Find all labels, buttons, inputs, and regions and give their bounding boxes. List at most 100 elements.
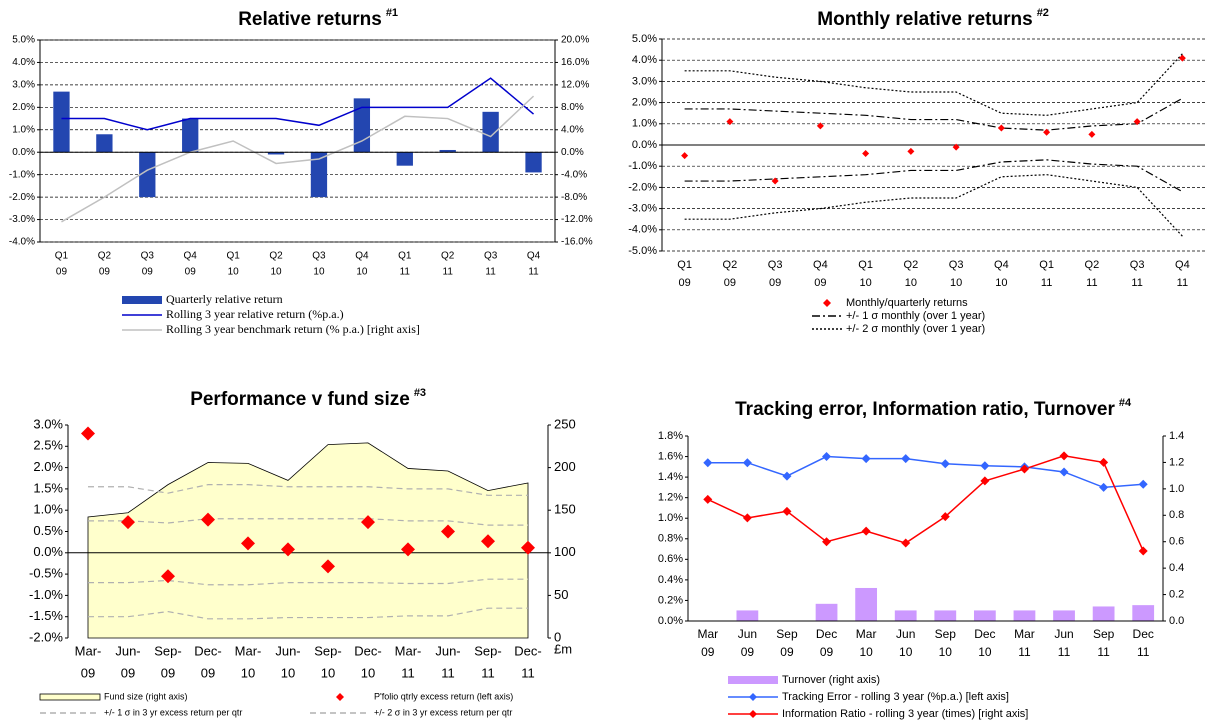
x-tick-label: 09 bbox=[724, 277, 736, 289]
scatter-point bbox=[161, 569, 175, 584]
area bbox=[87, 442, 529, 639]
x-tick-label: Q3 bbox=[949, 259, 964, 271]
x-tick-label: Q2 bbox=[269, 251, 283, 262]
bar bbox=[934, 610, 957, 621]
legend-label: Turnover (right axis) bbox=[782, 674, 880, 686]
x-tick-label: 11 bbox=[521, 665, 535, 680]
legend-label: +/- 2 σ monthly (over 1 year) bbox=[846, 323, 985, 335]
scatter-point bbox=[681, 152, 689, 160]
scatter-point bbox=[1178, 54, 1186, 62]
y-tick-label: 1.0% bbox=[632, 118, 657, 130]
scatter-point bbox=[771, 177, 779, 185]
point-marker bbox=[940, 512, 950, 522]
y-tick-label: 0.0% bbox=[632, 139, 657, 151]
x-tick-label: 10 bbox=[859, 645, 873, 659]
x-tick-label: Q4 bbox=[184, 251, 198, 262]
scatter-point bbox=[481, 534, 495, 549]
x-tick-label: 11 bbox=[401, 665, 415, 680]
x-tick-label: 10 bbox=[281, 665, 295, 680]
x-tick-label: Jun bbox=[1054, 627, 1073, 641]
x-tick-label: Q4 bbox=[1175, 259, 1190, 271]
x-tick-label: 11 bbox=[1086, 277, 1097, 289]
y2-tick-label: 8.0% bbox=[561, 102, 584, 113]
x-tick-label: Dec bbox=[974, 627, 995, 641]
point-marker bbox=[822, 452, 832, 462]
y2-tick-label: 1.2 bbox=[1169, 456, 1184, 468]
bar bbox=[139, 152, 156, 198]
y2-tick-label: 0.0% bbox=[561, 147, 584, 158]
y-tick-label: 1.8% bbox=[658, 430, 683, 442]
x-tick-label: 11 bbox=[485, 267, 496, 278]
bar bbox=[1092, 606, 1115, 621]
legend-label: Rolling 3 year benchmark return (% p.a.)… bbox=[166, 322, 420, 336]
x-tick-label: 11 bbox=[1097, 645, 1110, 659]
legend-marker bbox=[749, 693, 757, 701]
series-line bbox=[88, 578, 528, 586]
scatter-point bbox=[81, 426, 95, 441]
x-tick-label: Q3 bbox=[141, 251, 155, 262]
x-tick-label: 09 bbox=[185, 267, 197, 278]
x-tick-label: 11 bbox=[1058, 645, 1071, 659]
y2-tick-label: 1.4 bbox=[1169, 430, 1184, 442]
y2-tick-label: 16.0% bbox=[561, 57, 589, 68]
y-tick-label: 3.0% bbox=[12, 80, 35, 91]
bar bbox=[736, 610, 759, 621]
point-marker bbox=[1138, 479, 1148, 489]
legend-label: Rolling 3 year relative return (%p.a.) bbox=[166, 307, 344, 321]
legend-marker bbox=[749, 710, 757, 718]
scatter-point bbox=[401, 542, 415, 557]
x-tick-label: 10 bbox=[228, 267, 240, 278]
point-marker bbox=[703, 458, 713, 468]
series-line bbox=[88, 518, 528, 526]
plot-frame bbox=[39, 39, 556, 243]
x-tick-label: Mar- bbox=[395, 643, 422, 658]
y-tick-label: 0.0% bbox=[33, 544, 63, 559]
x-tick-label: 11 bbox=[400, 267, 411, 278]
x-tick-label: 11 bbox=[528, 267, 539, 278]
x-tick-label: Sep- bbox=[154, 643, 181, 658]
x-tick-label: Q2 bbox=[723, 259, 738, 271]
point-marker bbox=[822, 537, 832, 547]
y-tick-label: 0.0% bbox=[658, 615, 683, 627]
x-tick-label: Q3 bbox=[768, 259, 783, 271]
x-tick-label: Q2 bbox=[441, 251, 455, 262]
bar bbox=[96, 134, 113, 153]
point-marker bbox=[742, 513, 752, 523]
y2-tick-label: 4.0% bbox=[561, 124, 584, 135]
x-tick-label: 09 bbox=[814, 277, 826, 289]
y2-tick-label: -12.0% bbox=[561, 214, 593, 225]
scatter-point bbox=[321, 559, 335, 574]
title-note: #1 bbox=[386, 7, 398, 19]
y-tick-label: 0.5% bbox=[33, 523, 63, 538]
series-line bbox=[707, 455, 1144, 552]
y-tick-label: 3.0% bbox=[632, 75, 657, 87]
y-tick-label: 2.0% bbox=[632, 97, 657, 109]
x-tick-label: Dec bbox=[1133, 627, 1154, 641]
y2-tick-label: 0.8 bbox=[1169, 509, 1184, 521]
scatter-point bbox=[952, 143, 960, 151]
y-tick-label: 1.0% bbox=[658, 512, 683, 524]
x-tick-label: 10 bbox=[361, 665, 375, 680]
scatter-point bbox=[1088, 130, 1096, 138]
series-line bbox=[684, 159, 1183, 193]
x-tick-label: 10 bbox=[313, 267, 325, 278]
y2-tick-label: 20.0% bbox=[561, 35, 589, 46]
title-note: #4 bbox=[1119, 397, 1132, 409]
x-tick-label: 09 bbox=[201, 665, 215, 680]
scatter-point bbox=[726, 118, 734, 126]
x-tick-label: Dec bbox=[816, 627, 837, 641]
x-tick-label: Mar bbox=[1014, 627, 1035, 641]
x-tick-label: 11 bbox=[441, 665, 455, 680]
y-tick-label: 2.0% bbox=[33, 459, 63, 474]
y-tick-label: 0.2% bbox=[658, 594, 683, 606]
x-tick-label: Q1 bbox=[858, 259, 873, 271]
title-note: #2 bbox=[1037, 7, 1049, 19]
y-tick-label: -4.0% bbox=[628, 224, 657, 236]
legend-label: +/- 1 σ monthly (over 1 year) bbox=[846, 310, 985, 322]
bar bbox=[894, 610, 917, 621]
x-tick-label: 09 bbox=[701, 645, 715, 659]
x-tick-label: Jun- bbox=[275, 643, 300, 658]
x-tick-label: 10 bbox=[860, 277, 872, 289]
y2-tick-label: -4.0% bbox=[561, 169, 587, 180]
point-marker bbox=[1099, 457, 1109, 467]
